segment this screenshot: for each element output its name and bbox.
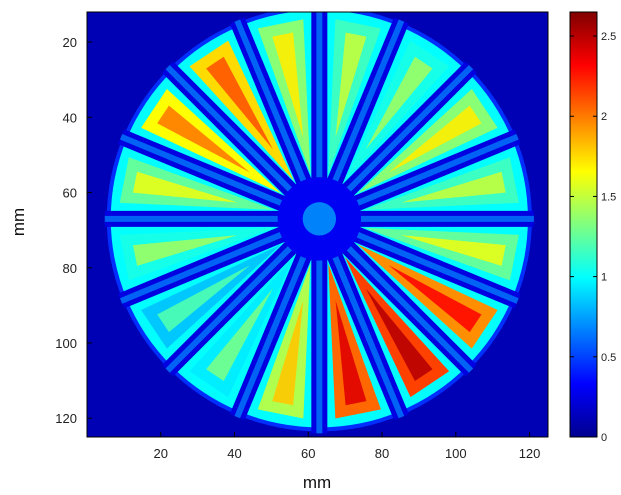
disc-sector-core [401, 171, 506, 203]
disc-sector-core [388, 105, 482, 173]
disc-sector [257, 263, 311, 419]
x-tick-label: 40 [227, 446, 241, 461]
y-tick-label: 100 [55, 336, 77, 351]
x-tick-label: 100 [445, 446, 467, 461]
disc-sector-core [335, 300, 367, 406]
colorbar-gradient [569, 11, 598, 438]
disc-sector [119, 227, 275, 281]
disc-sector-core [132, 235, 238, 266]
disc-sector [257, 19, 311, 174]
x-axis-ticks: 20 40 60 80 100 120 [154, 432, 541, 461]
y-axis-title: mm [9, 208, 28, 236]
disc-sector-core [272, 32, 304, 138]
x-tick-label: 80 [375, 446, 389, 461]
y-axis-ticks: 20 40 60 80 100 120 [55, 35, 92, 426]
disc-sector-core [157, 105, 250, 173]
y-tick-label: 120 [55, 411, 77, 426]
plot-area [86, 11, 549, 438]
disc-hub-center [302, 202, 337, 236]
disc-sector [328, 19, 381, 174]
disc-sector-core [335, 32, 367, 138]
x-axis-title: mm [303, 473, 331, 492]
colorbar-tick-label: 0 [601, 432, 607, 444]
colorbar-tick-label: 2.5 [601, 31, 616, 43]
x-tick-label: 20 [154, 446, 168, 461]
disc-sector [364, 157, 519, 210]
y-tick-label: 60 [63, 186, 77, 201]
plot-frame [86, 11, 549, 438]
colorbar-tick-label: 2 [601, 111, 607, 123]
disc-sector-core [132, 171, 238, 203]
colorbar-tick-label: 0.5 [601, 352, 616, 364]
colorbar-tick-label: 1.5 [601, 191, 616, 203]
disc-sector-core [401, 235, 506, 266]
y-tick-label: 80 [63, 261, 77, 276]
disc-sector-core [365, 288, 433, 382]
disc-sector-core [388, 265, 482, 333]
disc-sector-core [365, 56, 433, 150]
y-tick-label: 40 [63, 110, 77, 125]
disc-sector-core [157, 265, 250, 333]
disc-sector-core [206, 288, 273, 382]
disc-sector [119, 157, 275, 210]
colorbar-ticks: 0 0.5 1 1.5 2 2.5 [570, 31, 616, 444]
y-tick-label: 20 [63, 35, 77, 50]
x-tick-label: 120 [519, 446, 541, 461]
x-tick-label: 60 [301, 446, 315, 461]
disc-sector [364, 227, 519, 281]
disc-sector-core [272, 300, 304, 406]
colorbar-tick-label: 1 [601, 272, 607, 284]
disc-sector-core [206, 56, 273, 150]
disc-sector [328, 263, 381, 419]
heatmap-disc [104, 12, 534, 434]
colorbar: 0 0.5 1 1.5 2 2.5 [569, 11, 616, 444]
